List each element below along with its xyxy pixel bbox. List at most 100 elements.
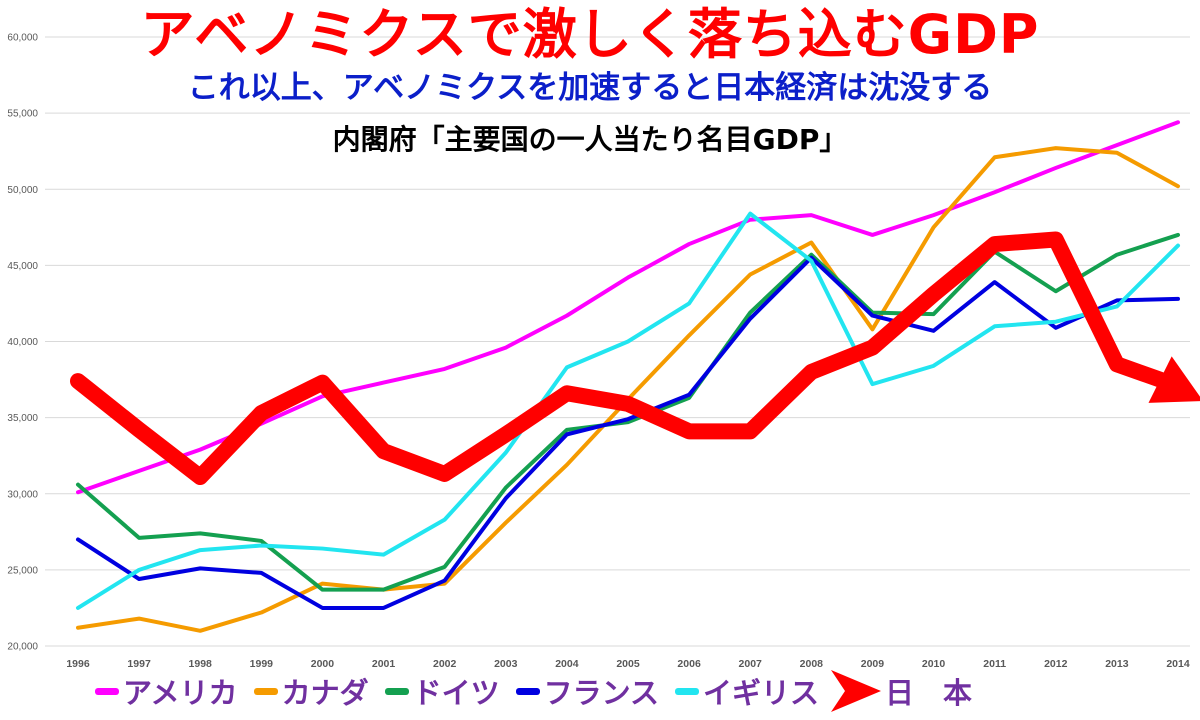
data-point — [505, 433, 507, 435]
data-point — [505, 452, 507, 453]
data-point — [322, 548, 323, 549]
data-point — [261, 545, 262, 546]
y-tick-label: 35,000 — [7, 413, 38, 424]
data-point — [811, 254, 812, 256]
data-point — [261, 572, 262, 574]
data-point — [505, 487, 507, 488]
legend-swatch — [675, 687, 700, 695]
x-tick-label: 2001 — [372, 658, 396, 670]
legend-swatch — [95, 687, 119, 695]
main-title: アベノミクスで激しく落ち込むGDP — [140, 3, 1040, 66]
japan-arrow-icon — [831, 670, 882, 712]
data-point — [77, 607, 79, 609]
data-point — [933, 227, 934, 228]
data-point — [383, 589, 384, 590]
legend-item: アメリカ — [95, 670, 238, 712]
data-point — [444, 473, 446, 475]
data-point — [749, 318, 751, 319]
data-point — [994, 156, 995, 158]
data-point — [810, 371, 812, 373]
legend-item: ドイツ — [384, 670, 500, 712]
sub-title: これ以上、アベノミクスを加速すると日本経済は沈没する — [187, 70, 993, 106]
x-tick-label: 2004 — [555, 658, 579, 670]
data-point — [1116, 254, 1118, 256]
data-point — [261, 540, 262, 542]
y-tick-label: 20,000 — [7, 642, 38, 653]
y-tick-label: 25,000 — [7, 565, 38, 576]
data-point — [749, 430, 751, 432]
series-line-japan — [70, 231, 1169, 486]
data-point — [77, 484, 79, 485]
data-point — [688, 430, 690, 432]
data-point — [933, 313, 934, 315]
data-point — [138, 429, 140, 431]
data-point — [872, 329, 873, 330]
data-point — [138, 470, 140, 472]
data-point — [1055, 327, 1057, 329]
x-tick-label: 2013 — [1105, 658, 1129, 670]
data-point — [444, 583, 445, 584]
data-point — [811, 242, 812, 243]
data-point — [1116, 306, 1118, 307]
data-point — [444, 566, 445, 568]
x-tick-label: 2005 — [616, 658, 640, 670]
data-point — [688, 394, 690, 396]
data-point — [566, 315, 568, 316]
x-tick-label: 2002 — [433, 658, 457, 670]
data-point — [1055, 167, 1057, 169]
data-point — [872, 383, 873, 385]
data-point — [1177, 245, 1179, 246]
legend-label: イギリス — [703, 676, 820, 710]
x-tick-label: 2003 — [494, 658, 518, 670]
y-tick-label: 30,000 — [7, 489, 38, 500]
data-point — [1116, 152, 1118, 154]
data-point — [261, 612, 262, 613]
legend-label: フランス — [543, 676, 660, 710]
data-point — [933, 330, 934, 332]
data-point — [627, 403, 629, 405]
data-point — [688, 335, 690, 336]
data-point — [77, 380, 79, 382]
data-point — [1055, 147, 1057, 149]
legend-item: カナダ — [253, 670, 369, 712]
data-point — [1177, 234, 1179, 236]
legend-label: カナダ — [281, 676, 369, 710]
data-point — [322, 607, 323, 609]
data-point — [872, 315, 873, 316]
data-point — [994, 325, 995, 327]
data-point — [627, 421, 629, 423]
data-point — [77, 539, 79, 540]
data-point — [811, 257, 812, 259]
data-point — [627, 418, 629, 420]
data-point — [260, 412, 262, 414]
y-axis-ticks: 20,000 25,000 30,000 35,000 40,000 45,000 50,0… — [7, 33, 38, 653]
japan-arrowhead — [1148, 356, 1200, 403]
data-point — [1177, 394, 1179, 396]
series-line — [76, 146, 1180, 633]
x-tick-label: 2010 — [922, 658, 946, 670]
data-point — [77, 627, 79, 629]
data-point — [871, 347, 873, 349]
source-title: 内閣府「主要国の一人当たり名目GDP」 — [332, 123, 848, 156]
data-point — [811, 260, 812, 262]
data-point — [566, 434, 568, 435]
data-point — [77, 491, 79, 493]
data-point — [199, 476, 201, 478]
data-point — [994, 243, 996, 245]
data-point — [933, 293, 935, 295]
data-point — [1177, 185, 1179, 187]
data-point — [383, 607, 384, 609]
data-point — [383, 554, 384, 555]
data-point — [749, 213, 751, 214]
x-tick-label: 2006 — [677, 658, 701, 670]
data-point — [322, 583, 323, 584]
data-point — [872, 234, 873, 236]
y-tick-label: 40,000 — [7, 337, 38, 348]
legend-label: 日 本 — [885, 676, 973, 710]
x-tick-label: 2011 — [983, 658, 1006, 670]
data-point — [1055, 321, 1057, 323]
data-point — [321, 382, 323, 384]
x-tick-label: 2008 — [800, 658, 824, 670]
data-point — [749, 219, 751, 220]
x-tick-label: 2007 — [739, 658, 763, 670]
